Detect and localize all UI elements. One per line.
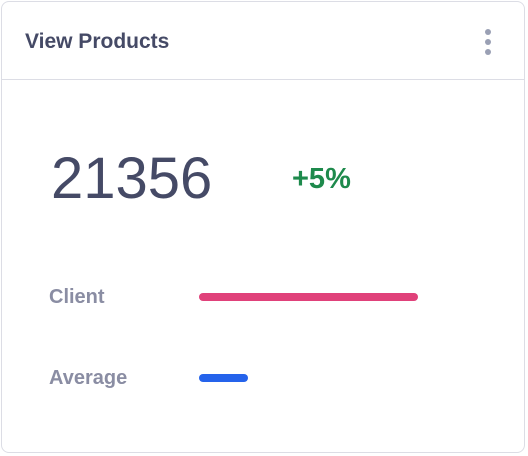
metric-change: +5% xyxy=(292,163,351,195)
card-title: View Products xyxy=(25,30,170,53)
card-header: View Products xyxy=(2,2,524,80)
more-options-button[interactable] xyxy=(478,26,498,58)
metric-value: 21356 xyxy=(51,146,213,211)
progress-track xyxy=(199,374,469,382)
progress-bar-client xyxy=(199,293,418,301)
stat-label: Client xyxy=(49,286,105,308)
progress-track xyxy=(199,293,469,301)
stat-row-average: Average xyxy=(49,363,489,393)
progress-bar-average xyxy=(199,374,248,382)
stat-row-client: Client xyxy=(49,282,489,312)
stat-label: Average xyxy=(49,367,128,389)
more-vertical-icon xyxy=(485,29,491,35)
